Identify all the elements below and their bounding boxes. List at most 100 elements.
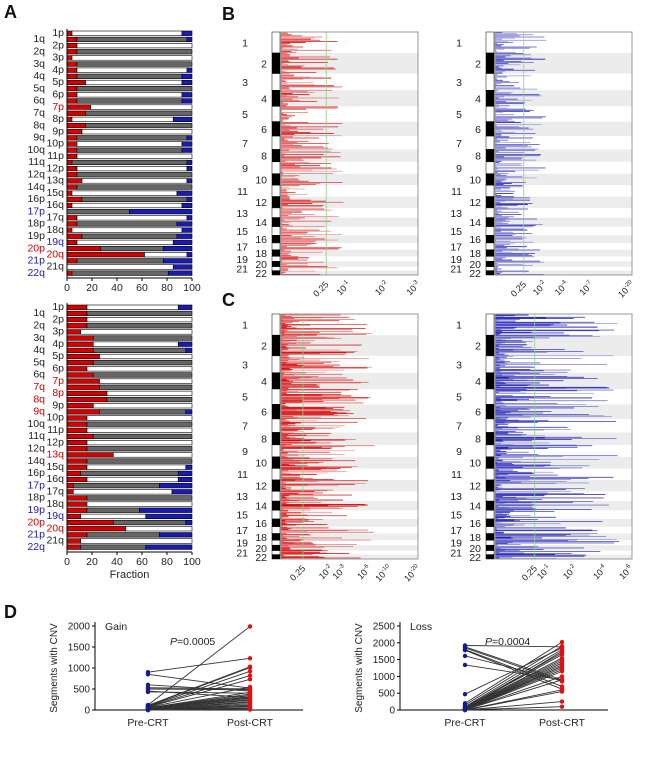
neutral-bar <box>76 215 188 221</box>
neutral-bar <box>71 159 188 166</box>
patient-line <box>147 699 251 710</box>
chromosome-ideogram <box>485 518 495 527</box>
chromosome-ideogram <box>485 196 495 209</box>
patient-line <box>464 649 563 708</box>
gain-bar <box>66 36 78 43</box>
arm-label: 16q <box>46 473 64 485</box>
chromosome-ideogram <box>485 500 495 511</box>
chromosome-band <box>281 173 418 186</box>
patient-line <box>464 641 563 704</box>
neutral-bar <box>71 55 193 61</box>
x-tick-label: 100 <box>183 556 201 568</box>
chromosome-label: 3 <box>242 359 248 371</box>
chromosome-label: 22 <box>469 268 481 280</box>
chromosome-label: 16 <box>469 518 481 530</box>
chromosome-ideogram <box>271 479 281 492</box>
p-value-annotation: P=0.0004 <box>485 636 530 648</box>
x-tick-label: 10-2 <box>373 279 391 297</box>
loss-bar <box>171 489 193 495</box>
neutral-bar <box>85 110 193 116</box>
x-tick-label: 20 <box>86 282 98 294</box>
neutral-bar <box>112 452 193 458</box>
chromosome-ideogram <box>485 270 495 276</box>
chromosome-label: 5 <box>456 392 462 404</box>
loss-bar <box>181 147 193 153</box>
x-tick-label: 60 <box>136 282 148 294</box>
neutral-bar <box>106 396 193 403</box>
neutral-bar <box>80 513 147 519</box>
gain-bar <box>66 110 87 116</box>
pre-crt-point <box>462 707 468 713</box>
chromosome-ideogram <box>271 334 281 357</box>
gain-bar <box>66 147 78 153</box>
arm-label: 14q <box>27 181 45 193</box>
chromosome-band <box>495 235 632 243</box>
chromosome-label: 14 <box>469 217 481 229</box>
chromosome-label: 19 <box>450 254 462 266</box>
arm-label: 13q <box>46 449 64 461</box>
arm-label: 20p <box>27 516 45 528</box>
chromosome-label: 11 <box>237 186 248 198</box>
gain-bar <box>66 252 145 258</box>
chromosome-label: 16 <box>255 518 267 530</box>
chromosome-ideogram <box>485 184 495 197</box>
chromosome-band <box>495 149 632 162</box>
x-tick-label: Post-CRT <box>539 717 585 729</box>
chromosome-label: 11 <box>451 186 462 198</box>
chromosome-label: 11 <box>451 469 462 481</box>
arm-label: 22q <box>27 541 45 553</box>
chromosome-ideogram <box>485 173 495 186</box>
gain-bar <box>66 446 88 452</box>
gain-bar <box>66 190 73 196</box>
arm-label: 5p <box>52 76 64 88</box>
x-tick-label: Pre-CRT <box>444 717 486 729</box>
loss-bar <box>145 513 193 519</box>
arm-label: 12p <box>46 436 64 448</box>
y-tick-label: 2000 <box>68 622 91 633</box>
arm-label: 18q <box>46 224 64 236</box>
plot-frame <box>494 313 633 560</box>
arm-label: 16q <box>46 199 64 211</box>
patient-line <box>464 701 563 711</box>
arm-label: 6p <box>52 89 64 101</box>
arm-label: 4p <box>52 64 64 76</box>
chromosome-ideogram <box>485 479 495 492</box>
x-tick-label: 10-6 <box>355 563 373 581</box>
x-tick-label: 0.25 <box>288 563 307 582</box>
neutral-bar <box>86 415 193 421</box>
chromosome-ideogram <box>485 89 495 107</box>
arm-label: 8q <box>33 119 45 131</box>
arm-label: 19p <box>27 230 45 242</box>
chromosome-band <box>281 479 418 492</box>
chromosome-label: 2 <box>261 341 267 353</box>
post-crt-point <box>559 674 565 679</box>
chromosome-band <box>495 90 632 107</box>
chromosome-ideogram <box>485 52 495 74</box>
neutral-bar <box>81 196 188 202</box>
chromosome-ideogram <box>485 388 495 405</box>
arm-label: 17p <box>27 479 45 491</box>
chromosome-ideogram <box>271 184 281 197</box>
gain-bar <box>66 501 88 507</box>
neutral-bar <box>86 366 193 372</box>
x-tick-label: 80 <box>161 282 173 294</box>
patient-line <box>147 666 251 706</box>
chromosome-label: 14 <box>255 501 267 513</box>
x-tick-label: 10-7 <box>577 279 595 297</box>
neutral-bar <box>76 141 183 147</box>
chromosome-ideogram <box>485 256 495 262</box>
arm-label: 15q <box>46 187 64 199</box>
chromosome-ideogram <box>485 334 495 357</box>
neutral-bar <box>100 245 164 252</box>
arm-label: 13q <box>46 175 64 187</box>
gain-bar <box>66 221 78 227</box>
neutral-bar <box>76 166 188 172</box>
chromosome-label: 20 <box>255 259 267 271</box>
gain-bar <box>66 384 100 390</box>
chromosome-label: 10 <box>255 458 267 470</box>
gain-bar <box>66 458 88 464</box>
chromosome-ideogram <box>485 73 495 91</box>
arm-label: 7q <box>33 381 45 393</box>
arm-label: 10q <box>27 418 45 430</box>
chromosome-label: 5 <box>242 109 248 121</box>
